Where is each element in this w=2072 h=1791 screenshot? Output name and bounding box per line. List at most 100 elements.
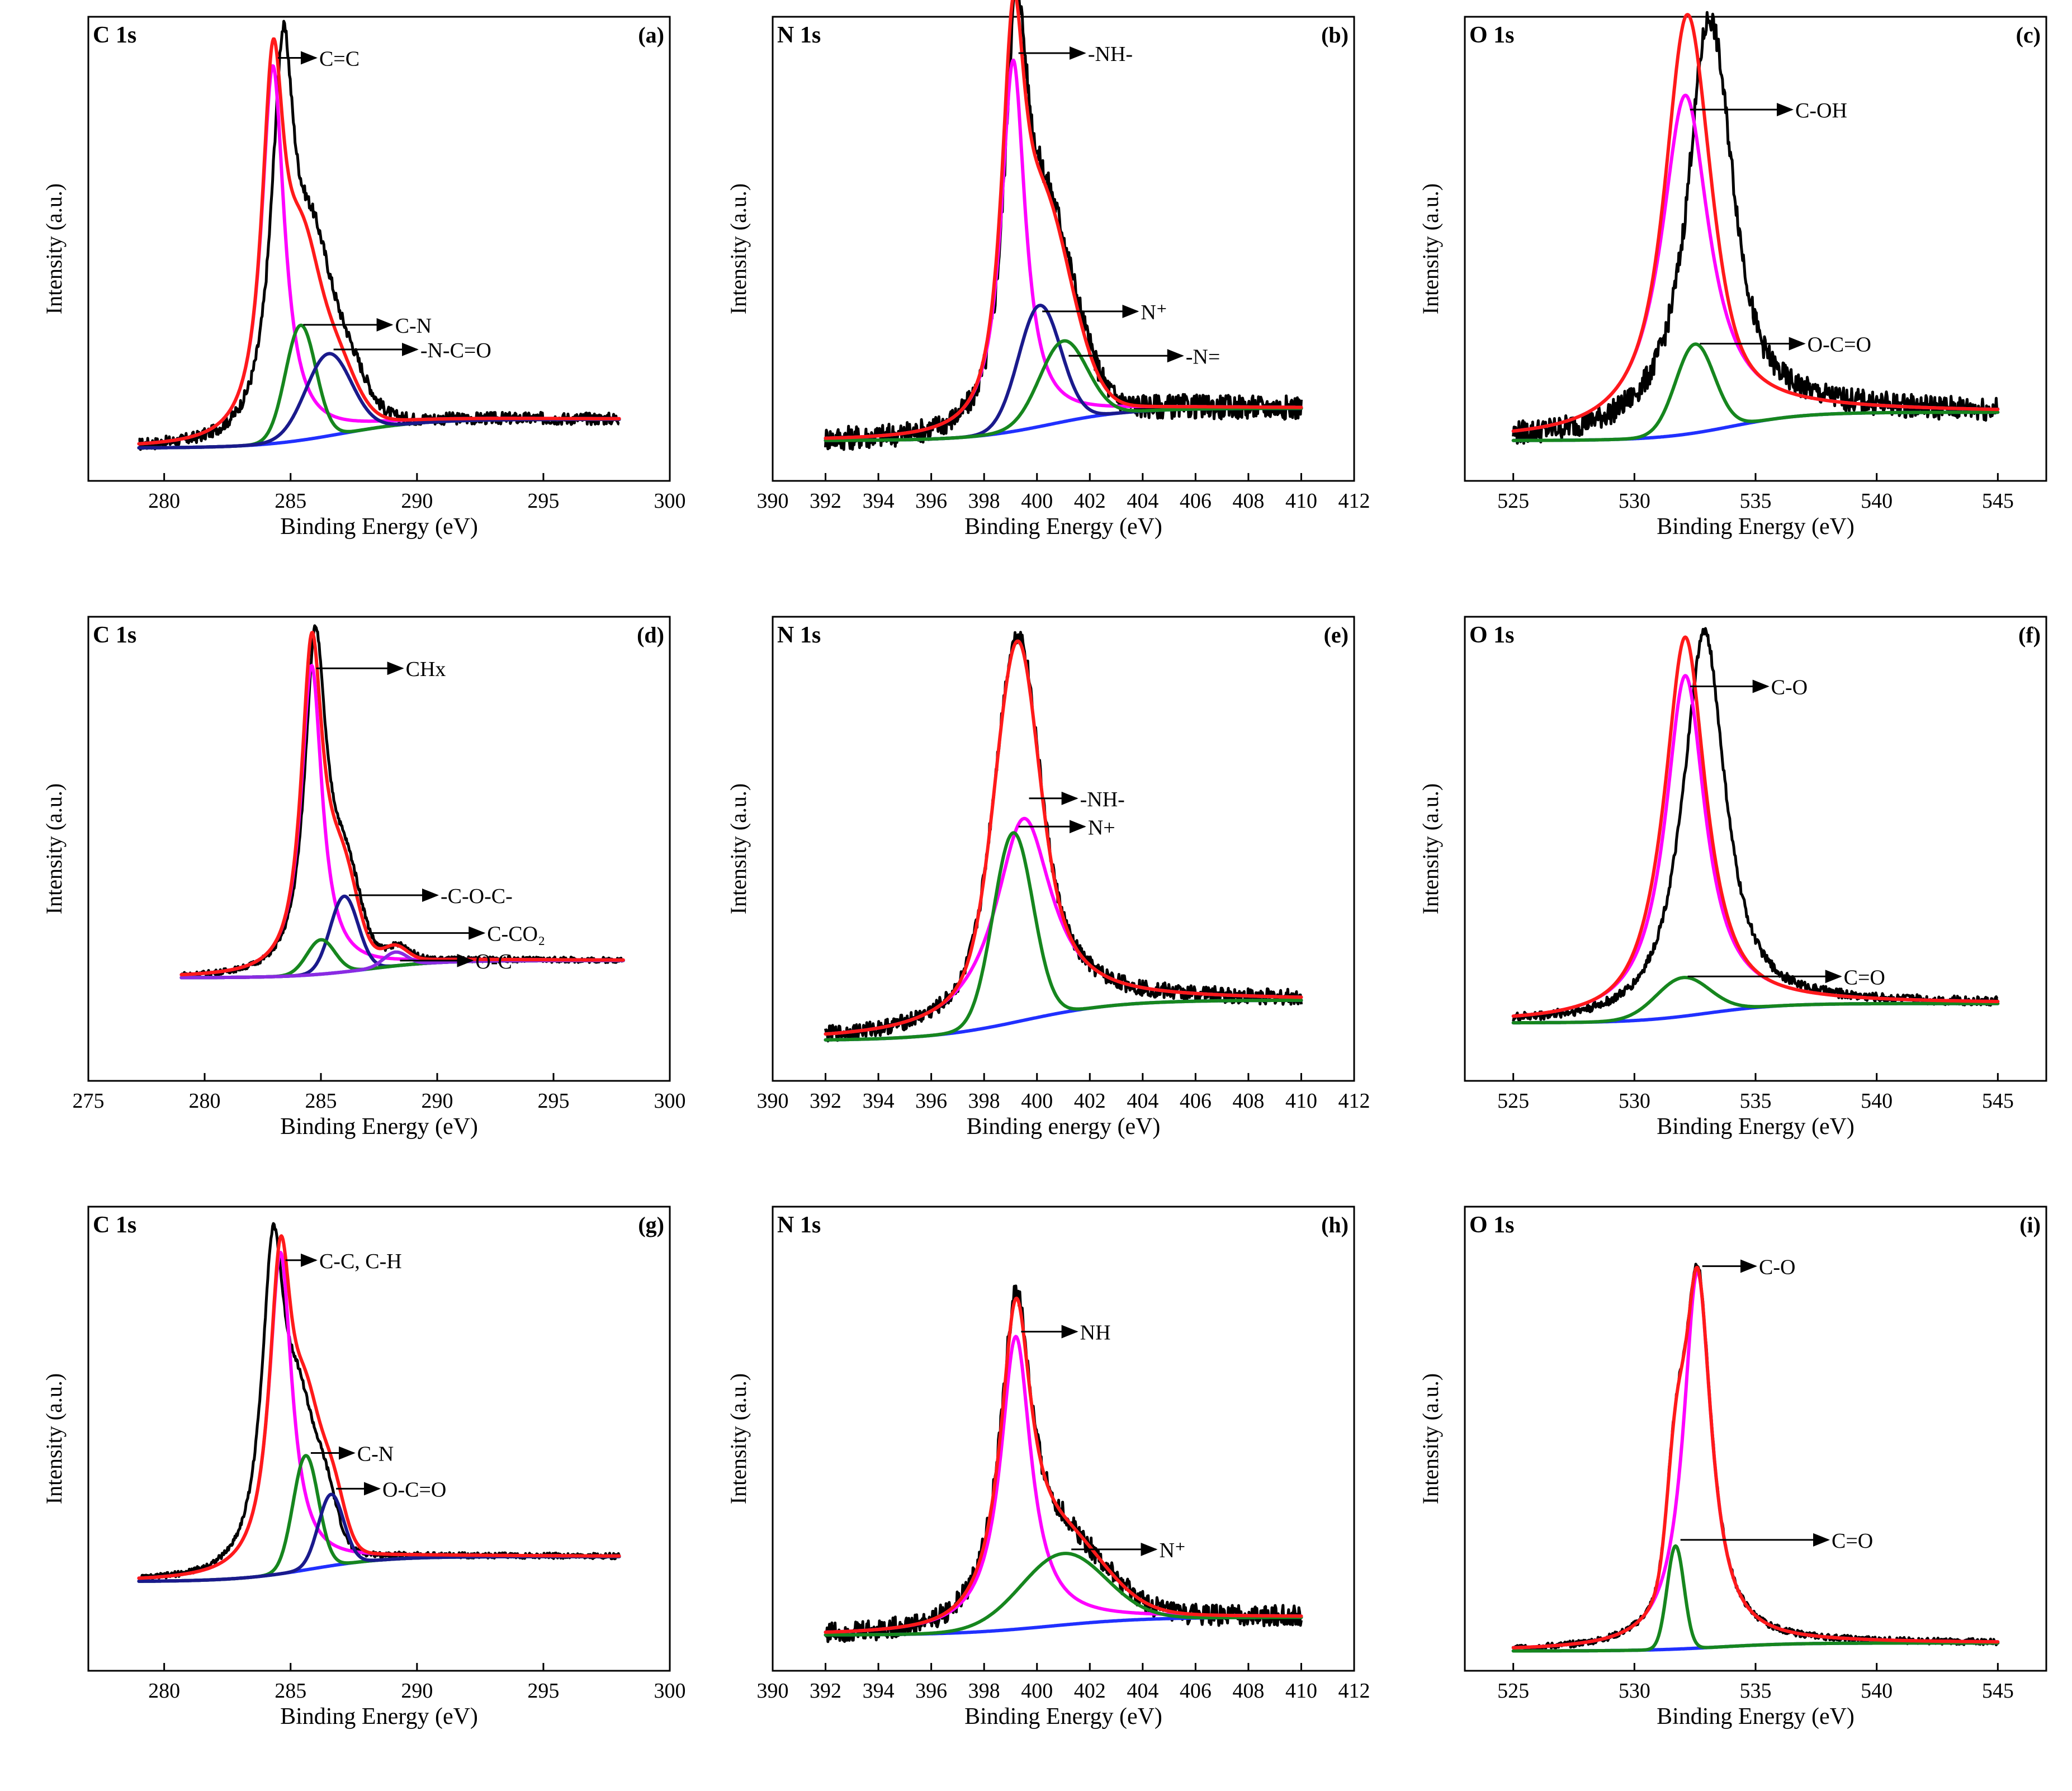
x-tick-label: 400: [1021, 1679, 1053, 1703]
panel-g: C 1s (g) 280 285 290 295 300 Binding Energy (eV…: [41, 1206, 686, 1729]
component-peak-magenta: [179, 664, 625, 977]
panel-f: O 1s (f) 525 530 535 540 545 Binding Energy (eV…: [1418, 616, 2047, 1140]
x-axis-label: Binding Energy (eV): [280, 1704, 478, 1729]
raw-spectrum-line: [824, 0, 1303, 451]
x-tick-label: 295: [527, 1679, 559, 1703]
raw-spectrum-line: [1512, 1263, 1999, 1652]
raw-spectrum-line: [138, 20, 620, 451]
x-tick-label: 540: [1861, 489, 1893, 513]
annotation-label: -NH-: [1080, 788, 1125, 811]
annotation-label: O-C=O: [1808, 333, 1871, 357]
x-tick-label: 398: [968, 1679, 1000, 1703]
x-tick-label: 530: [1619, 1089, 1650, 1113]
x-axis-label: Binding Energy (eV): [1657, 1704, 1855, 1729]
x-tick-label: 300: [654, 1679, 686, 1703]
x-tick-label: 390: [757, 489, 789, 513]
plot-frame: [772, 1206, 1355, 1672]
x-tick-label: 396: [915, 489, 947, 513]
fit-envelope-line: [824, 639, 1303, 1036]
panel-h: N 1s (h) 390 392 394 396 398 400 402 404 406 408 410…: [726, 1206, 1370, 1729]
component-peak-magenta: [824, 1335, 1303, 1634]
raw-spectrum-line: [138, 1222, 621, 1582]
component-peak-magenta: [137, 1250, 621, 1580]
component-peak-green: [824, 831, 1303, 1042]
y-axis-label: Intensity (a.u.): [726, 1373, 751, 1504]
x-tick-label: 400: [1021, 1089, 1053, 1113]
plot-frame: [772, 616, 1355, 1082]
x-tick-label: 406: [1180, 1089, 1212, 1113]
x-tick-label: 404: [1127, 489, 1158, 513]
x-tick-label: 402: [1074, 1089, 1106, 1113]
x-tick-label: 392: [810, 489, 841, 513]
x-tick-label: 280: [189, 1089, 221, 1113]
annotation-label: O-C: [475, 950, 512, 974]
annotation-label: -C-O-C-: [441, 885, 513, 908]
x-tick-label: 530: [1619, 1679, 1650, 1703]
annotation-label: C-N: [357, 1443, 394, 1466]
component-peak-magenta: [1511, 674, 2000, 1018]
x-tick-label: 404: [1127, 1089, 1158, 1113]
plot-frame: [87, 1206, 671, 1672]
x-tick-label: 390: [757, 1089, 789, 1113]
panel-label: (h): [1321, 1212, 1349, 1237]
x-axis-label: Binding Energy (eV): [1657, 514, 1855, 540]
annotation-label: C-O: [1771, 676, 1808, 700]
x-tick-label: 300: [654, 489, 686, 513]
panel-label: (e): [1324, 622, 1349, 648]
x-tick-label: 400: [1021, 489, 1053, 513]
y-axis-label: Intensity (a.u.): [726, 783, 751, 914]
x-tick-label: 280: [148, 489, 180, 513]
x-tick-label: 398: [968, 489, 1000, 513]
panel-title: N 1s: [777, 622, 821, 648]
fit-envelope-line: [824, 1296, 1303, 1634]
y-axis-label: Intensity (a.u.): [1418, 783, 1443, 914]
panel-title: N 1s: [777, 1212, 821, 1238]
fit-envelope-line: [824, 0, 1303, 440]
x-tick-label: 285: [305, 1089, 337, 1113]
x-axis-label: Binding Energy (eV): [280, 514, 478, 540]
panel-label: (f): [2018, 622, 2041, 648]
panel-title: C 1s: [93, 1212, 136, 1238]
x-tick-label: 412: [1338, 1089, 1370, 1113]
x-tick-label: 410: [1285, 489, 1317, 513]
panel-label: (b): [1321, 22, 1349, 48]
x-tick-label: 392: [810, 1679, 841, 1703]
plot-frame: [87, 616, 671, 1082]
x-tick-label: 394: [863, 1679, 895, 1703]
y-axis-label: Intensity (a.u.): [726, 183, 751, 314]
panel-label: (g): [638, 1212, 664, 1237]
annotation-label: C=O: [1844, 966, 1885, 989]
component-peak-green: [1511, 976, 2000, 1025]
panel-title: N 1s: [777, 22, 821, 48]
annotation-label: C-N: [395, 314, 432, 338]
x-tick-label: 406: [1180, 1679, 1212, 1703]
x-tick-label: 394: [863, 1089, 895, 1113]
fit-envelope-line: [1511, 1265, 2000, 1650]
x-axis-label: Binding Energy (eV): [964, 514, 1162, 540]
annotation-label: N⁺: [1159, 1539, 1186, 1562]
x-axis-label: Binding Energy (eV): [1657, 1114, 1855, 1140]
annotation-label: C-OH: [1795, 99, 1847, 122]
x-tick-label: 410: [1285, 1089, 1317, 1113]
annotation-label: C-C, C-H: [319, 1250, 402, 1273]
panel-title: C 1s: [93, 622, 136, 648]
fit-envelope-line: [137, 1234, 621, 1580]
x-tick-label: 285: [275, 1679, 306, 1703]
y-axis-label: Intensity (a.u.): [41, 183, 67, 314]
panel-title: C 1s: [93, 22, 136, 48]
x-tick-label: 525: [1497, 489, 1529, 513]
plot-frame: [87, 16, 671, 482]
x-tick-label: 394: [863, 489, 895, 513]
component-peak-magenta: [1511, 93, 2000, 433]
component-peak-green: [1511, 1544, 2000, 1653]
plot-frame: [772, 16, 1355, 482]
x-tick-label: 285: [275, 489, 306, 513]
annotation-label: O-C=O: [382, 1478, 446, 1501]
panel-b: N 1s (b) 390 392 394 396 398 400 402 404 406 408 410…: [726, 0, 1370, 540]
component-peak-green: [1511, 342, 2000, 442]
x-tick-label: 396: [915, 1679, 947, 1703]
x-tick-label: 540: [1861, 1679, 1893, 1703]
raw-spectrum-line: [181, 624, 625, 979]
y-axis-label: Intensity (a.u.): [41, 783, 67, 914]
